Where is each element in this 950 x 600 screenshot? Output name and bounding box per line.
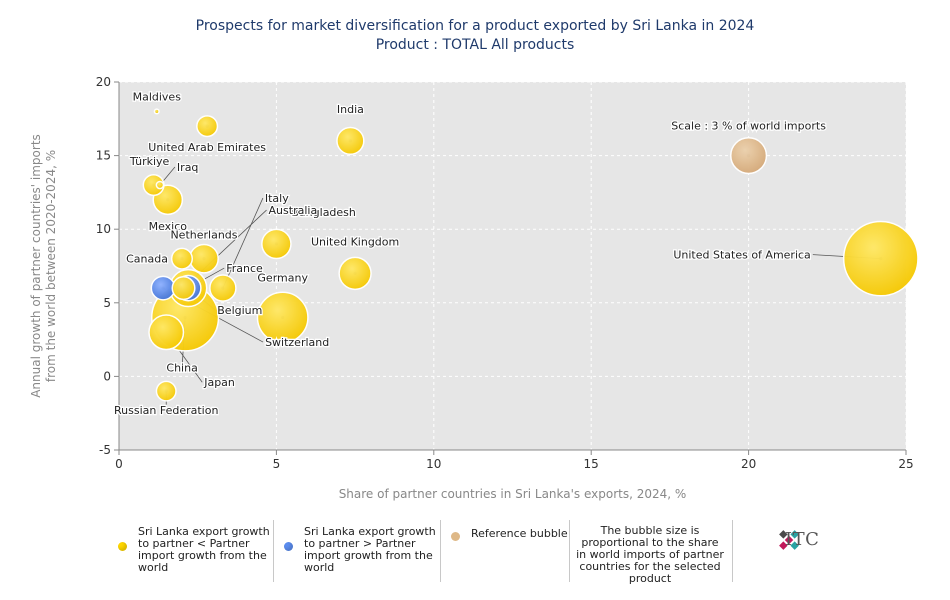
bubble-japan <box>149 315 183 349</box>
legend-item-slower: Sri Lanka export growth to partner < Par… <box>116 520 276 582</box>
label-netherlands: Netherlands <box>170 229 237 242</box>
bubble-maldives <box>154 109 159 114</box>
bubble-canada <box>172 248 193 269</box>
y-tick-label: 10 <box>96 222 111 236</box>
y-tick-label: 0 <box>103 369 111 383</box>
legend-item-reference: Reference bubble <box>449 520 569 582</box>
legend-label-reference: Reference bubble <box>471 528 571 540</box>
x-tick-label: 5 <box>273 457 281 471</box>
legend-marker-faster <box>284 542 293 551</box>
label-iraq: Iraq <box>177 161 199 174</box>
x-tick-label: 10 <box>426 457 441 471</box>
bubble-bangladesh <box>262 229 291 258</box>
label-united-states-of-america: United States of America <box>673 249 810 262</box>
label-china: China <box>166 362 197 375</box>
y-tick-label: 20 <box>96 75 111 89</box>
x-axis-label: Share of partner countries in Sri Lanka'… <box>339 487 687 501</box>
itc-logo-text: ITC <box>785 529 819 550</box>
y-axis-label: Annual growth of partner countries' impo… <box>29 134 43 398</box>
bubble-india <box>337 127 364 154</box>
label-russian-federation: Russian Federation <box>114 404 218 417</box>
label-japan: Japan <box>203 376 235 389</box>
label-france: France <box>226 262 263 275</box>
bubble-netherlands <box>190 244 218 272</box>
legend-item-faster: Sri Lanka export growth to partner > Par… <box>282 520 442 582</box>
bubble-chart: 0 5 10 15 20 25 -5 0 5 10 15 20 Share of partner cou… <box>0 0 950 600</box>
legend-note: The bubble size is proportional to the s… <box>573 520 728 582</box>
y-tick-label: 15 <box>96 149 111 163</box>
x-tick-label: 15 <box>584 457 599 471</box>
legend-marker-reference <box>451 532 460 541</box>
bubble-united-arab-emirates <box>197 116 218 137</box>
bubble-united-states-of-america <box>844 222 918 296</box>
bubble-italy <box>210 275 236 301</box>
label-australia: Australia <box>269 204 318 217</box>
bubble-iraq <box>156 181 163 188</box>
bubble-united-kingdom <box>339 257 371 289</box>
label-maldives: Maldives <box>133 90 182 103</box>
label-india: India <box>337 103 364 116</box>
legend-label-slower: Sri Lanka export growth to partner < Par… <box>138 526 273 574</box>
y-tick-label: -5 <box>99 443 111 457</box>
bubble-australia <box>172 277 195 300</box>
label-canada: Canada <box>126 253 168 266</box>
bubble-size-note: The bubble size is proportional to the s… <box>575 525 725 585</box>
x-tick-label: 20 <box>741 457 756 471</box>
x-tick-label: 0 <box>115 457 123 471</box>
label-united-kingdom: United Kingdom <box>311 235 399 248</box>
label-germany: Germany <box>257 272 308 285</box>
label-belgium: Belgium <box>217 304 262 317</box>
legend-marker-slower <box>118 542 127 551</box>
bubble-switzerland <box>151 276 174 299</box>
x-tick-label: 25 <box>898 457 913 471</box>
label-t-rkiye: Türkiye <box>129 155 170 168</box>
label-united-arab-emirates: United Arab Emirates <box>148 141 266 154</box>
bubble-russian-federation <box>156 381 176 401</box>
label-scale-3-of-world-imports: Scale : 3 % of world imports <box>671 120 826 133</box>
label-switzerland: Switzerland <box>265 336 329 349</box>
legend-label-faster: Sri Lanka export growth to partner > Par… <box>304 526 439 574</box>
y-axis-label: from the world between 2020-2024, % <box>44 150 58 382</box>
bubble-scale-3-of-world-imports <box>731 138 767 174</box>
y-tick-label: 5 <box>103 296 111 310</box>
